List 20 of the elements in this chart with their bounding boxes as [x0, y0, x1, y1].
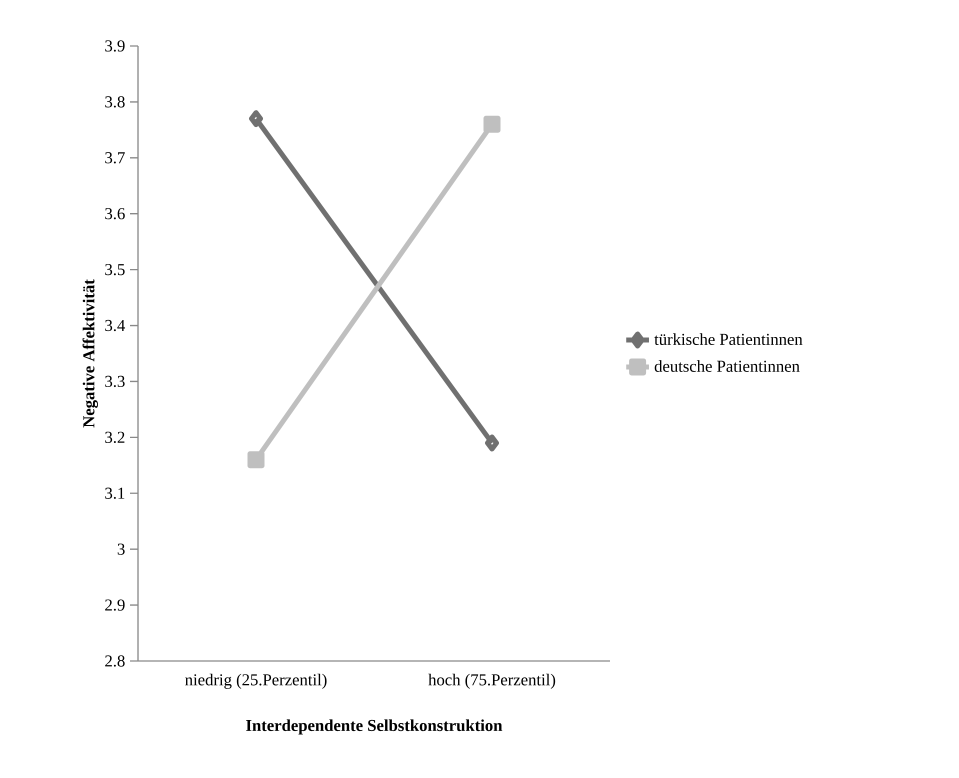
y-tick-label: 3.2	[105, 432, 124, 443]
y-axis-title: Negative Affektivität	[82, 279, 98, 428]
y-tick-label: 3.5	[105, 264, 125, 276]
x-axis-title: Interdependente Selbstkonstruktion	[246, 719, 502, 734]
x-tick-label: hoch (75.Perzentil)	[428, 674, 556, 689]
y-tick-label: 2.8	[105, 655, 125, 667]
y-tick-label: 3.3	[105, 376, 125, 388]
y-tick-label: 3	[118, 544, 125, 555]
x-tick-label: niedrig (25.Perzentil)	[185, 674, 327, 689]
y-tick-label: 3.6	[105, 208, 125, 220]
y-tick-label: 3.9	[105, 40, 125, 52]
y-tick-label: 3.1	[105, 488, 124, 499]
y-tick-label: 3.4	[105, 320, 126, 332]
legend-label: türkische Patientinnen	[654, 333, 802, 345]
point	[484, 116, 501, 133]
y-tick-label: 2.9	[105, 599, 125, 611]
y-tick-label: 3.7	[105, 152, 125, 164]
y-tick-label: 3.8	[105, 96, 125, 108]
legend-label: deutsche Patientinnen	[654, 360, 800, 372]
point	[248, 451, 264, 468]
